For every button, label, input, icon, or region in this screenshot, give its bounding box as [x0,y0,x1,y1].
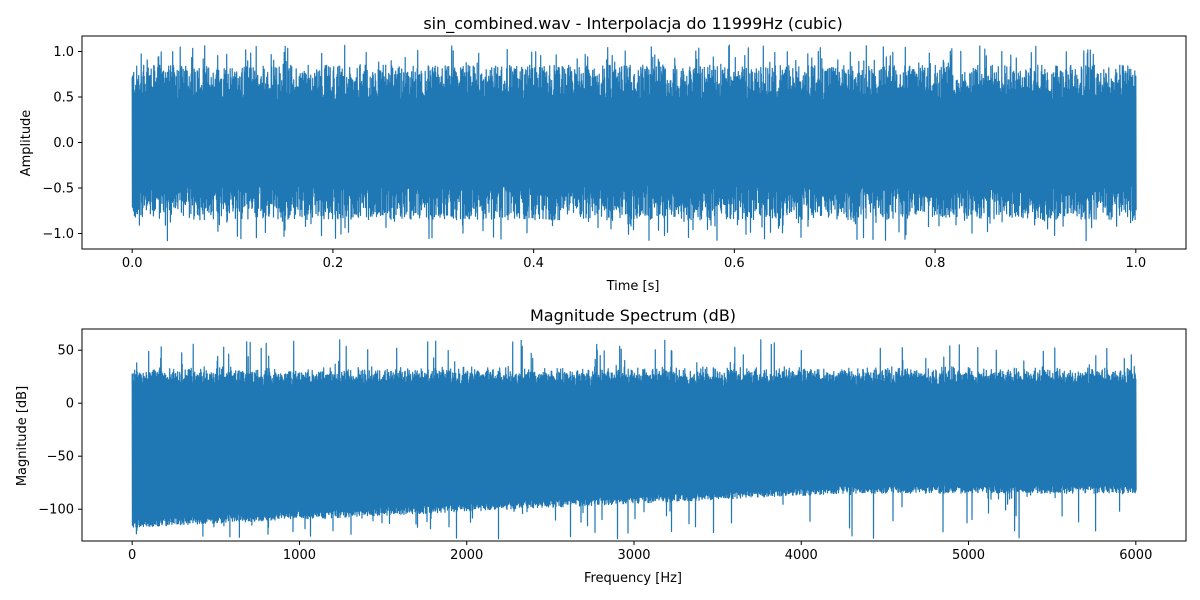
waveform-y-tick-label: 0.5 [53,90,74,105]
waveform-x-tick-label: 0.6 [724,256,745,271]
waveform-title: sin_combined.wav - Interpolacja do 11999… [423,14,842,34]
spectrum-y-tick-label: 0 [66,397,74,412]
spectrum-x-tick-label: 5000 [952,548,985,563]
waveform-x-tick-label: 0.0 [122,256,143,271]
waveform-x-tick-label: 0.4 [523,256,544,271]
spectrum-x-tick-label: 0 [128,548,136,563]
waveform-series-line [131,44,1137,242]
waveform-y-tick-label: 0.0 [53,136,74,151]
spectrum-series [131,339,1137,540]
spectrum-x-tick-label: 6000 [1119,548,1152,563]
spectrum-x-tick-label: 2000 [450,548,483,563]
waveform-x-tick-label: 1.0 [1125,256,1146,271]
waveform-y-tick-label: −1.0 [42,227,74,242]
spectrum-plot: Magnitude Spectrum (dB) 0 1000 2000 3000 400… [15,306,1187,586]
spectrum-x-axis-label: Frequency [Hz] [584,571,682,586]
spectrum-x-tick-label: 1000 [283,548,316,563]
waveform-x-tick-label: 0.8 [925,256,946,271]
waveform-y-axis-label: Amplitude [19,110,34,177]
waveform-series [131,44,1137,242]
spectrum-y-tick-label: 50 [57,344,74,359]
spectrum-x-tick-label: 4000 [785,548,818,563]
waveform-y-ticks: −1.0 −0.5 0.0 0.5 1.0 [42,45,82,242]
spectrum-x-tick-label: 3000 [617,548,650,563]
waveform-x-ticks: 0.0 0.2 0.4 0.6 0.8 1.0 [122,249,1146,271]
spectrum-series-line [131,339,1137,540]
waveform-x-axis-label: Time [s] [606,279,660,294]
spectrum-x-ticks: 0 1000 2000 3000 4000 5000 6000 [128,541,1152,563]
spectrum-y-ticks: −100 −50 0 50 [38,344,82,518]
waveform-y-tick-label: −0.5 [42,182,74,197]
waveform-x-tick-label: 0.2 [323,256,344,271]
waveform-y-tick-label: 1.0 [53,45,74,60]
spectrum-title: Magnitude Spectrum (dB) [530,306,736,325]
waveform-plot: sin_combined.wav - Interpolacja do 11999… [19,14,1187,294]
spectrum-y-tick-label: −100 [38,503,74,518]
spectrum-y-axis-label: Magnitude [dB] [15,386,30,486]
spectrum-y-tick-label: −50 [47,450,74,465]
